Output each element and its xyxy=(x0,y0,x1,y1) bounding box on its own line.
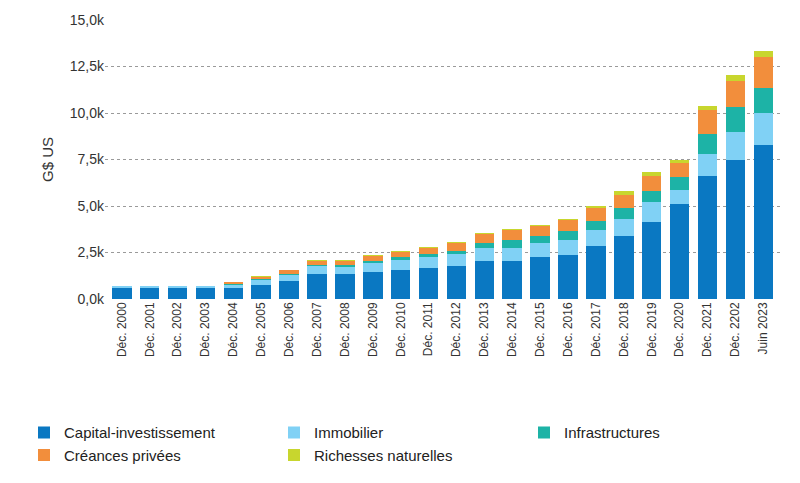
svg-text:Déc. 2013: Déc. 2013 xyxy=(477,302,491,357)
svg-text:Déc. 2008: Déc. 2008 xyxy=(338,302,352,357)
svg-text:Déc. 2014: Déc. 2014 xyxy=(505,302,519,357)
svg-text:G$ US: G$ US xyxy=(39,137,56,182)
svg-text:Immobilier: Immobilier xyxy=(314,424,383,441)
svg-text:Déc. 2000: Déc. 2000 xyxy=(115,302,129,357)
svg-text:Déc. 2005: Déc. 2005 xyxy=(254,302,268,357)
svg-text:10,0k: 10,0k xyxy=(70,105,105,121)
svg-text:Déc. 2021: Déc. 2021 xyxy=(700,302,714,357)
svg-text:Déc. 2019: Déc. 2019 xyxy=(645,302,659,357)
svg-text:12,5k: 12,5k xyxy=(70,58,105,74)
svg-text:Créances privées: Créances privées xyxy=(64,447,181,464)
svg-text:Déc. 2010: Déc. 2010 xyxy=(394,302,408,357)
svg-text:15,0k: 15,0k xyxy=(70,12,105,28)
svg-text:Déc. 2004: Déc. 2004 xyxy=(226,302,240,357)
svg-text:Déc. 2018: Déc. 2018 xyxy=(617,302,631,357)
svg-text:Déc. 2007: Déc. 2007 xyxy=(310,302,324,357)
svg-text:Richesses naturelles: Richesses naturelles xyxy=(314,447,452,464)
svg-text:Déc. 2011: Déc. 2011 xyxy=(421,302,435,356)
svg-text:Capital-investissement: Capital-investissement xyxy=(64,424,216,441)
svg-text:Déc. 2003: Déc. 2003 xyxy=(198,302,212,357)
svg-text:Juin 2023: Juin 2023 xyxy=(756,302,770,354)
svg-text:Déc. 2012: Déc. 2012 xyxy=(449,302,463,357)
svg-text:2,5k: 2,5k xyxy=(78,244,105,260)
svg-text:Infrastructures: Infrastructures xyxy=(564,424,660,441)
svg-text:Déc. 2002: Déc. 2002 xyxy=(170,302,184,357)
svg-text:Déc. 2009: Déc. 2009 xyxy=(366,302,380,357)
svg-text:Déc. 2020: Déc. 2020 xyxy=(672,302,686,357)
svg-text:Déc. 2017: Déc. 2017 xyxy=(589,302,603,357)
svg-text:Déc. 2001: Déc. 2001 xyxy=(143,302,157,357)
svg-text:Déc. 2015: Déc. 2015 xyxy=(533,302,547,357)
svg-text:0,0k: 0,0k xyxy=(78,291,105,307)
svg-text:Déc. 2006: Déc. 2006 xyxy=(282,302,296,357)
svg-text:5,0k: 5,0k xyxy=(78,198,105,214)
svg-text:7,5k: 7,5k xyxy=(78,151,105,167)
svg-text:Déc. 2016: Déc. 2016 xyxy=(561,302,575,357)
svg-text:Déc. 2202: Déc. 2202 xyxy=(728,302,742,357)
